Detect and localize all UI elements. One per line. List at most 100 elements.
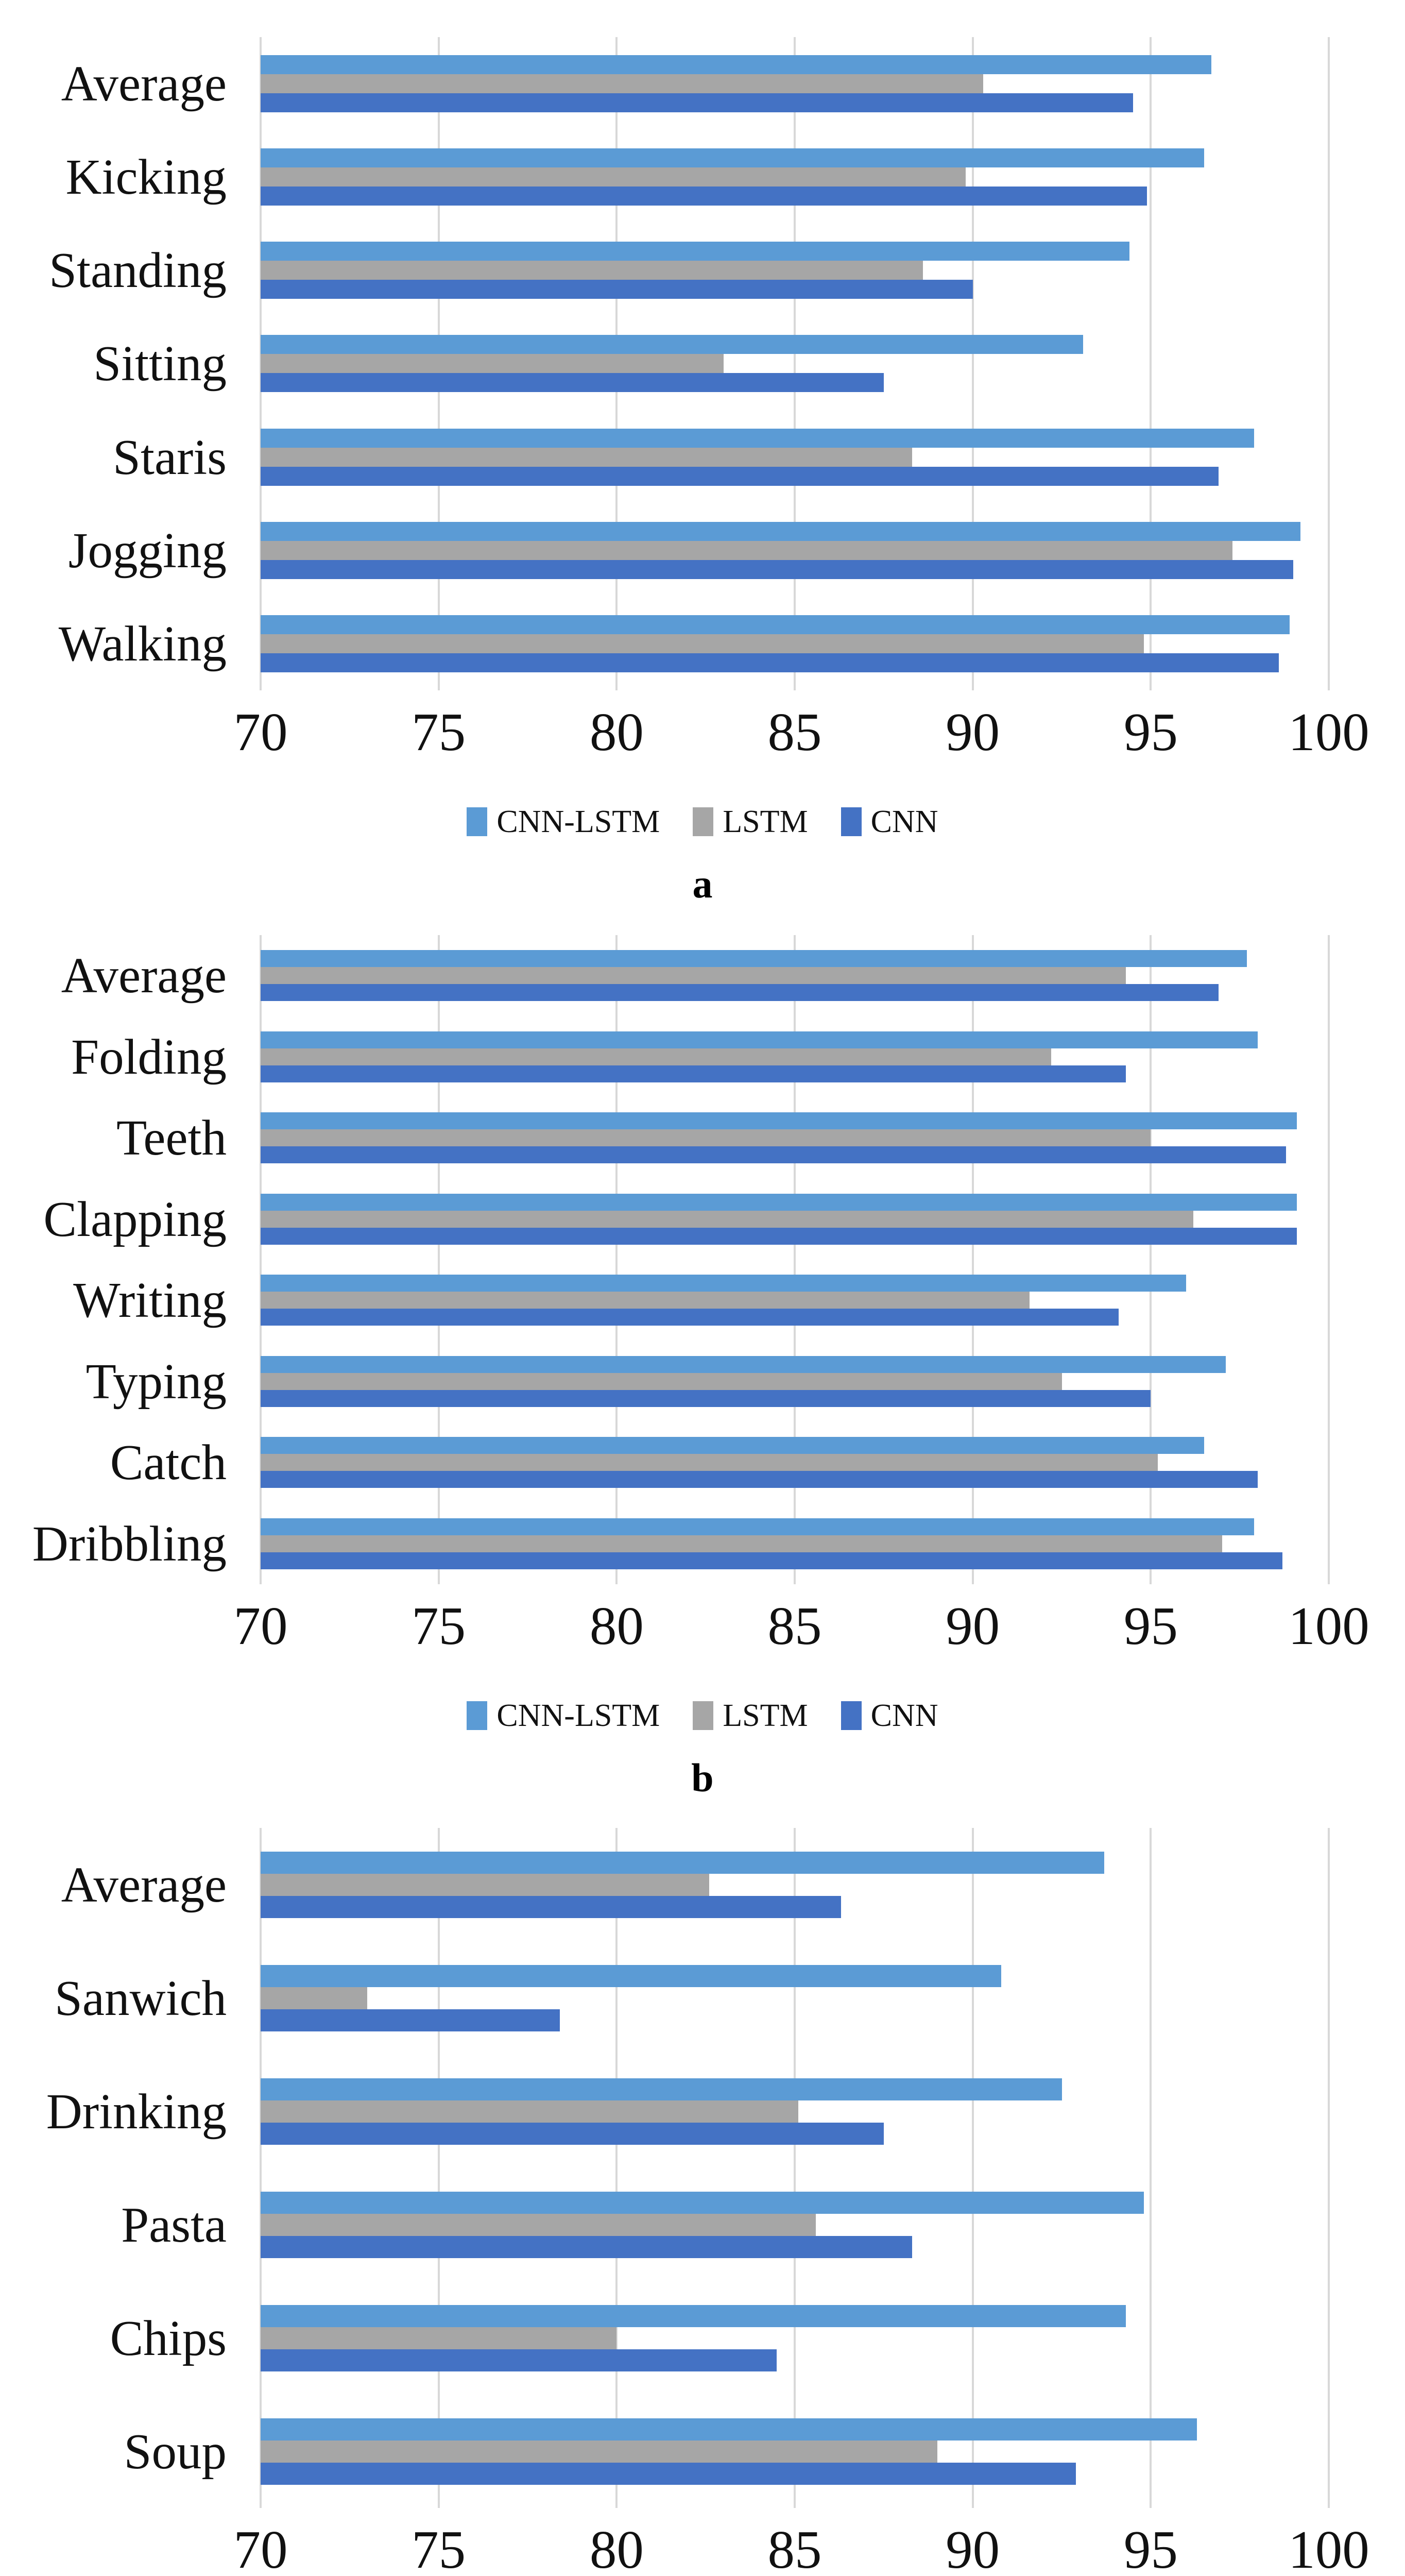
bar-cnn: [261, 373, 884, 393]
bar-cnn: [261, 2009, 560, 2031]
axis-tick-label: 70: [233, 2519, 288, 2576]
bar-lstm: [261, 2100, 798, 2123]
bar-lstm: [261, 1873, 710, 1896]
legend-item-lstm: LSTM: [693, 806, 808, 838]
axis-tick-label: 95: [1123, 702, 1178, 762]
bar-cnn-lstm: [261, 1112, 1297, 1130]
gridline: [971, 935, 974, 1584]
legend-label: CNN: [870, 804, 938, 839]
labels-plot-gap: [242, 935, 261, 1584]
bar-cnn-lstm: [261, 1193, 1297, 1211]
category-row: [261, 428, 1329, 486]
axis-tick-label: 80: [589, 2519, 644, 2576]
category-row: [261, 1964, 1329, 2031]
legend-swatch-icon: [693, 1701, 714, 1730]
bar-cnn: [261, 653, 1279, 672]
legend-label: CNN-LSTM: [496, 1698, 660, 1733]
bar-cnn: [261, 2122, 884, 2145]
bar-lstm: [261, 74, 984, 94]
category-row: [261, 335, 1329, 393]
gridline: [1150, 935, 1152, 1584]
category-row: [261, 1437, 1329, 1488]
gridline: [794, 935, 796, 1584]
axis-tick-label: 75: [412, 1596, 466, 1656]
panel-letter-b: b: [691, 1755, 714, 1800]
gridline: [260, 1828, 262, 2508]
bar-cnn: [261, 2462, 1076, 2485]
bar-cnn-lstm: [261, 615, 1290, 634]
bar-cnn-lstm: [261, 1437, 1205, 1454]
chart-panel-a: Average Kicking Standing Sitting Staris Joggi…: [0, 0, 1405, 904]
legend-item-cnn: CNN: [841, 1700, 938, 1732]
axis-tick-label: 75: [412, 702, 466, 762]
category-row: [261, 2418, 1329, 2485]
gridline: [615, 935, 618, 1584]
category-row: [261, 2078, 1329, 2145]
bar-cnn-lstm: [261, 148, 1205, 168]
category-label: Drinking: [46, 2083, 227, 2139]
gridline: [437, 935, 440, 1584]
x-axis: 70 75 80 85 90 95 100: [234, 1596, 1369, 1668]
category-label: Kicking: [65, 149, 227, 205]
plot-area: [260, 1828, 1330, 2508]
legend-swatch-icon: [841, 807, 862, 836]
legend-swatch-icon: [693, 807, 714, 836]
bar-cnn-lstm: [261, 1031, 1258, 1048]
axis-tick-label: 85: [767, 1596, 822, 1656]
bar-cnn-lstm: [261, 335, 1083, 354]
bar-lstm: [261, 2327, 617, 2349]
bar-lstm: [261, 1987, 368, 2009]
bar-cnn: [261, 1471, 1258, 1488]
bar-cnn: [261, 1895, 841, 1918]
bar-cnn: [261, 1146, 1287, 1164]
category-row: [261, 2191, 1329, 2258]
legend-label: CNN: [870, 1698, 938, 1733]
axis-tick-label: 70: [233, 1596, 288, 1656]
bar-cnn: [261, 466, 1219, 486]
category-label: Typing: [85, 1353, 227, 1409]
legend-item-lstm: LSTM: [693, 1700, 808, 1732]
category-label: Standing: [49, 243, 227, 298]
bar-lstm: [261, 1292, 1030, 1309]
gridline: [1328, 1828, 1330, 2508]
legend-item-cnn-lstm: CNN-LSTM: [467, 1700, 660, 1732]
category-row: [261, 1031, 1329, 1082]
bar-cnn: [261, 1309, 1119, 1326]
bar-cnn-lstm: [261, 2191, 1144, 2214]
labels-plot-gap: [242, 1828, 261, 2508]
category-row: [261, 1193, 1329, 1245]
category-rows: [261, 1828, 1329, 2508]
bar-lstm: [261, 167, 966, 187]
bar-cnn: [261, 1389, 1151, 1407]
bar-cnn: [261, 984, 1219, 1002]
bar-cnn: [261, 187, 1147, 206]
gridline: [1150, 1828, 1152, 2508]
gridline: [437, 1828, 440, 2508]
category-row: [261, 242, 1329, 299]
legend-item-cnn-lstm: CNN-LSTM: [467, 806, 660, 838]
legend-swatch-icon: [841, 1701, 862, 1730]
category-rows: [261, 37, 1329, 690]
bar-cnn: [261, 280, 973, 299]
chart-area: Average Folding Teeth Clapping Writing Typing…: [0, 935, 1405, 1584]
category-row: [261, 1518, 1329, 1569]
category-row: [261, 2304, 1329, 2371]
bar-lstm: [261, 540, 1233, 560]
category-row: [261, 55, 1329, 113]
bar-lstm: [261, 1048, 1051, 1065]
legend: CNN-LSTM LSTM CNN: [0, 801, 1405, 842]
category-label: Catch: [110, 1435, 227, 1490]
chart-area: Average Sanwich Drinking Pasta Chips Soup: [0, 1828, 1405, 2508]
category-label: Average: [61, 1857, 227, 1912]
bar-cnn: [261, 93, 1133, 113]
bar-cnn-lstm: [261, 2078, 1062, 2100]
gridline: [1328, 37, 1330, 690]
gridline: [615, 1828, 618, 2508]
legend-swatch-icon: [467, 807, 488, 836]
category-label: Clapping: [43, 1191, 227, 1247]
category-label: Average: [61, 56, 227, 112]
bar-cnn: [261, 1227, 1297, 1245]
category-label: Folding: [71, 1029, 227, 1084]
axis-tick-label: 95: [1123, 2519, 1178, 2576]
category-label: Average: [61, 948, 227, 1004]
